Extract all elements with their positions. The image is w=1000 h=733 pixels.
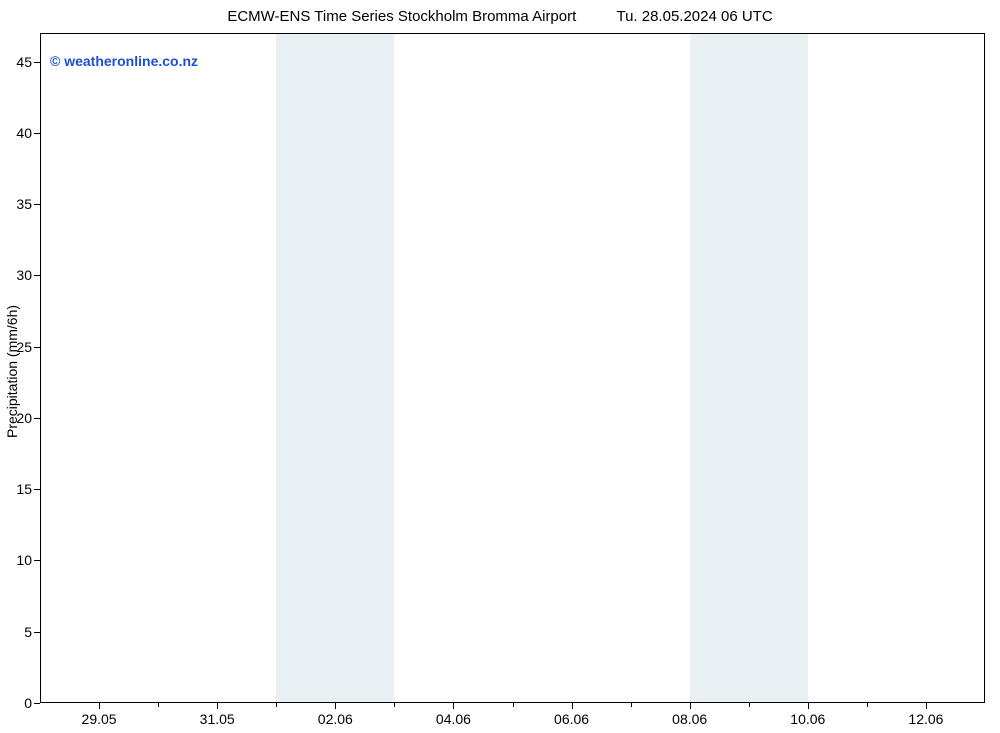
chart-title-right: Tu. 28.05.2024 06 UTC xyxy=(616,8,772,25)
x-minor-tick-mark xyxy=(276,703,277,707)
y-tick-mark xyxy=(34,347,40,348)
weekend-band xyxy=(690,33,808,703)
x-tick-label: 02.06 xyxy=(318,711,353,727)
y-tick-label: 45 xyxy=(6,54,32,70)
x-tick-label: 08.06 xyxy=(672,711,707,727)
watermark: © weatheronline.co.nz xyxy=(50,53,198,69)
x-tick-label: 04.06 xyxy=(436,711,471,727)
y-tick-label: 25 xyxy=(6,339,32,355)
weekend-band xyxy=(276,33,394,703)
x-tick-mark xyxy=(808,703,809,709)
y-tick-label: 15 xyxy=(6,481,32,497)
y-tick-label: 40 xyxy=(6,125,32,141)
x-minor-tick-mark xyxy=(513,703,514,707)
copyright-icon: © xyxy=(50,53,60,69)
y-tick-label: 0 xyxy=(6,695,32,711)
x-minor-tick-mark xyxy=(631,703,632,707)
y-tick-mark xyxy=(34,62,40,63)
x-tick-label: 29.05 xyxy=(82,711,117,727)
x-tick-mark xyxy=(99,703,100,709)
x-tick-mark xyxy=(926,703,927,709)
y-tick-mark xyxy=(34,204,40,205)
y-tick-mark xyxy=(34,489,40,490)
x-tick-label: 12.06 xyxy=(908,711,943,727)
x-minor-tick-mark xyxy=(749,703,750,707)
y-tick-label: 5 xyxy=(6,624,32,640)
y-tick-mark xyxy=(34,275,40,276)
x-minor-tick-mark xyxy=(867,703,868,707)
y-tick-label: 10 xyxy=(6,552,32,568)
chart-title-row: ECMW-ENS Time Series Stockholm Bromma Ai… xyxy=(0,8,1000,25)
y-tick-label: 30 xyxy=(6,267,32,283)
x-tick-mark xyxy=(690,703,691,709)
x-tick-label: 10.06 xyxy=(790,711,825,727)
y-tick-mark xyxy=(34,632,40,633)
x-tick-mark xyxy=(217,703,218,709)
y-tick-mark xyxy=(34,133,40,134)
x-tick-mark xyxy=(335,703,336,709)
x-tick-label: 31.05 xyxy=(200,711,235,727)
y-tick-mark xyxy=(34,418,40,419)
watermark-text: weatheronline.co.nz xyxy=(60,53,198,69)
y-tick-label: 35 xyxy=(6,196,32,212)
y-tick-label: 20 xyxy=(6,410,32,426)
chart-title-left: ECMW-ENS Time Series Stockholm Bromma Ai… xyxy=(227,8,576,25)
x-minor-tick-mark xyxy=(158,703,159,707)
y-tick-mark xyxy=(34,703,40,704)
plot-area xyxy=(40,33,985,703)
x-tick-label: 06.06 xyxy=(554,711,589,727)
y-tick-mark xyxy=(34,560,40,561)
x-tick-mark xyxy=(453,703,454,709)
x-minor-tick-mark xyxy=(394,703,395,707)
x-tick-mark xyxy=(572,703,573,709)
chart-container: ECMW-ENS Time Series Stockholm Bromma Ai… xyxy=(0,0,1000,733)
